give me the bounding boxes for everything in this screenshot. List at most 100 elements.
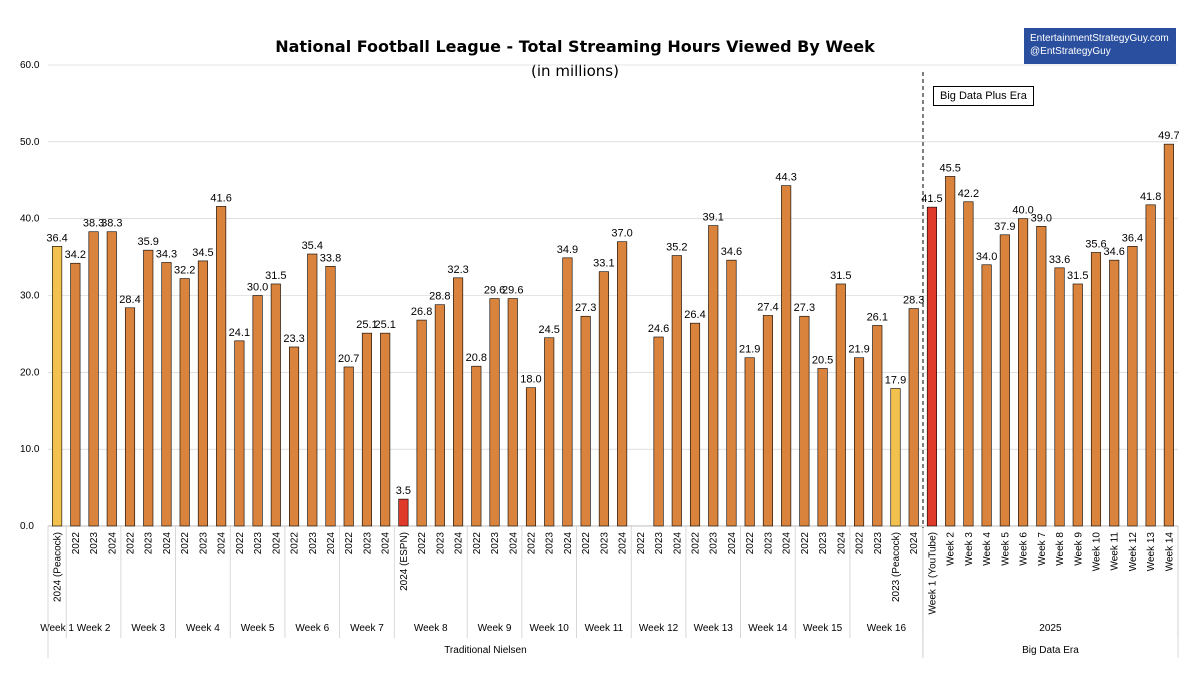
- bar-value-label: 29.6: [484, 285, 505, 297]
- category-label: 2023: [198, 532, 209, 555]
- category-label: 2023: [362, 532, 373, 555]
- category-label: Week 9: [1073, 532, 1084, 566]
- group-label: Week 1: [40, 623, 74, 634]
- category-label: 2024: [381, 532, 392, 555]
- bar: [653, 336, 664, 527]
- category-label: 2023: [144, 532, 155, 555]
- bar: [343, 366, 354, 527]
- bar-value-label: 31.5: [1067, 270, 1088, 282]
- bar: [234, 340, 245, 527]
- bar-value-label: 40.0: [1012, 205, 1033, 217]
- bar-value-label: 3.5: [396, 485, 411, 497]
- category-label: 2022: [180, 532, 191, 555]
- category-label: Week 3: [964, 532, 975, 566]
- group-label: Week 11: [585, 623, 624, 634]
- group-label: Week 13: [694, 623, 734, 634]
- y-tick-label: 20.0: [20, 367, 40, 378]
- group-label: Week 15: [803, 623, 843, 634]
- bar-value-label: 26.8: [411, 306, 432, 318]
- bar-value-label: 35.4: [302, 240, 323, 252]
- category-label: 2022: [855, 532, 866, 555]
- category-label: Week 14: [1164, 532, 1175, 572]
- bar: [726, 259, 737, 527]
- bar: [781, 185, 792, 527]
- category-label: 2024: [271, 532, 282, 555]
- bar: [799, 315, 810, 527]
- bar: [124, 307, 136, 527]
- bar-value-label: 35.9: [138, 236, 159, 248]
- bar-value-label: 34.2: [65, 249, 86, 261]
- bar: [617, 241, 628, 527]
- bar: [835, 283, 846, 527]
- bar: [398, 498, 409, 527]
- bar-value-label: 35.6: [1085, 238, 1106, 250]
- bar-value-label: 27.3: [575, 302, 596, 314]
- bar-value-label: 42.2: [958, 188, 979, 200]
- bar-value-label: 35.2: [666, 242, 687, 254]
- category-label: 2023: [490, 532, 501, 555]
- bar-value-label: 25.1: [356, 319, 377, 331]
- bar: [1127, 246, 1138, 527]
- era-note: Big Data Plus Era: [933, 86, 1034, 106]
- category-label: 2024: [563, 532, 574, 555]
- bar-value-label: 25.1: [374, 319, 395, 331]
- bar: [489, 298, 500, 527]
- group-label: Week 9: [478, 623, 512, 634]
- bar: [161, 262, 172, 527]
- category-label: Week 2: [946, 532, 957, 566]
- category-label: 2024 (ESPN): [399, 532, 410, 591]
- category-label: Week 5: [1000, 532, 1011, 566]
- bar: [1145, 204, 1156, 527]
- bar-value-label: 39.1: [703, 212, 724, 224]
- category-label: 2022: [581, 532, 592, 555]
- category-label: Week 8: [1055, 532, 1066, 566]
- category-label: 2022: [126, 532, 137, 555]
- bar: [744, 357, 755, 527]
- category-label: 2024: [454, 532, 465, 555]
- category-label: 2023: [818, 532, 829, 555]
- bar-value-label: 23.3: [283, 333, 304, 345]
- bar: [270, 283, 281, 527]
- category-label: 2022: [71, 532, 82, 555]
- bar: [963, 201, 974, 527]
- category-label: 2023: [545, 532, 556, 555]
- group-label: Week 14: [748, 623, 788, 634]
- category-label: 2022: [636, 532, 647, 555]
- category-label: 2022: [526, 532, 537, 555]
- bar-value-label: 32.2: [174, 265, 195, 277]
- bar-value-label: 24.5: [538, 324, 559, 336]
- group-label: Week 6: [295, 623, 329, 634]
- bar: [671, 255, 682, 527]
- category-label: 2024: [909, 532, 920, 555]
- bar-value-label: 41.8: [1140, 191, 1161, 203]
- category-label: 2024: [162, 532, 173, 555]
- group-label: Week 5: [241, 623, 275, 634]
- bar: [179, 278, 190, 527]
- bar-value-label: 37.0: [611, 228, 632, 240]
- bar-value-label: 26.1: [867, 311, 888, 323]
- bar: [471, 365, 482, 527]
- category-label: 2024: [217, 532, 228, 555]
- y-tick-label: 40.0: [20, 214, 40, 225]
- category-label: 2024: [836, 532, 847, 555]
- bar: [580, 315, 591, 527]
- section-label: Big Data Era: [1022, 645, 1079, 656]
- bar: [1072, 283, 1083, 527]
- y-tick-label: 60.0: [20, 60, 40, 71]
- bar-value-label: 41.5: [921, 193, 942, 205]
- bar-value-label: 45.5: [939, 162, 960, 174]
- category-label: 2023: [709, 532, 720, 555]
- category-label: 2024: [618, 532, 629, 555]
- group-label: Week 7: [350, 623, 384, 634]
- category-label: 2023: [599, 532, 610, 555]
- bar: [1018, 218, 1029, 527]
- bar: [252, 295, 263, 527]
- category-label: 2023: [89, 532, 100, 555]
- bar: [598, 271, 609, 527]
- bar-value-label: 29.6: [502, 285, 523, 297]
- bar: [416, 319, 427, 527]
- bar: [945, 176, 956, 527]
- bar: [325, 266, 336, 527]
- bar: [52, 246, 63, 527]
- bar-value-label: 31.5: [830, 270, 851, 282]
